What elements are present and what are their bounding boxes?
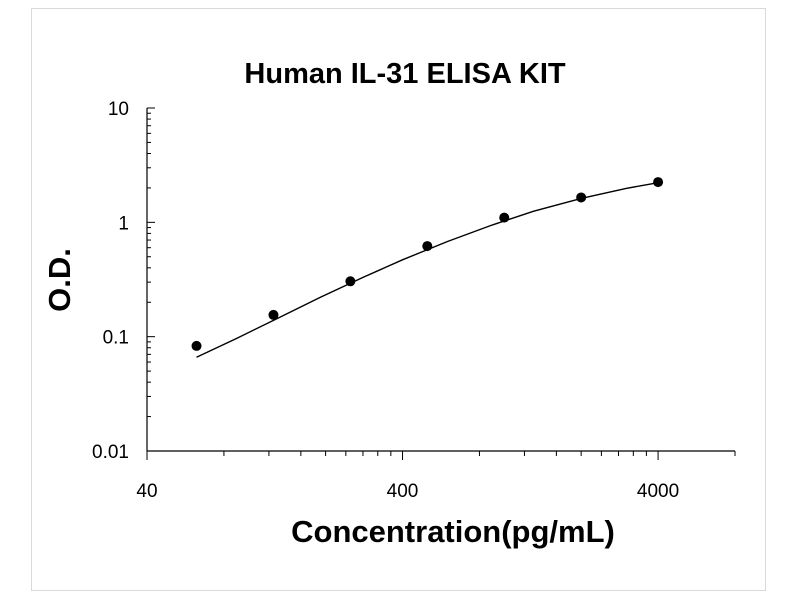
x-tick-label: 400 bbox=[387, 481, 419, 502]
y-tick-label: 0.1 bbox=[103, 328, 129, 349]
data-points bbox=[191, 177, 664, 351]
chart-title: Human IL-31 ELISA KIT bbox=[244, 58, 565, 90]
data-point bbox=[268, 309, 279, 320]
y-tick-label: 0.01 bbox=[92, 442, 129, 463]
x-axis-title: Concentration(pg/mL) bbox=[291, 514, 615, 549]
x-tick-label: 40 bbox=[136, 481, 157, 502]
axes bbox=[146, 107, 736, 460]
fit-curve-line bbox=[196, 182, 659, 358]
tick-labels: 10 1 0.1 0.01 40 400 4000 bbox=[92, 99, 679, 502]
y-tick-label: 1 bbox=[118, 213, 129, 234]
data-point bbox=[576, 192, 587, 203]
chart-frame bbox=[31, 8, 766, 591]
data-point bbox=[499, 212, 510, 223]
data-point bbox=[653, 177, 664, 188]
data-point bbox=[422, 241, 433, 252]
data-point bbox=[345, 276, 356, 287]
data-point bbox=[191, 340, 202, 351]
fit-curve bbox=[196, 182, 659, 358]
y-tick-label: 10 bbox=[108, 99, 129, 120]
x-tick-label: 4000 bbox=[637, 481, 679, 502]
y-axis-title: O.D. bbox=[42, 248, 77, 312]
